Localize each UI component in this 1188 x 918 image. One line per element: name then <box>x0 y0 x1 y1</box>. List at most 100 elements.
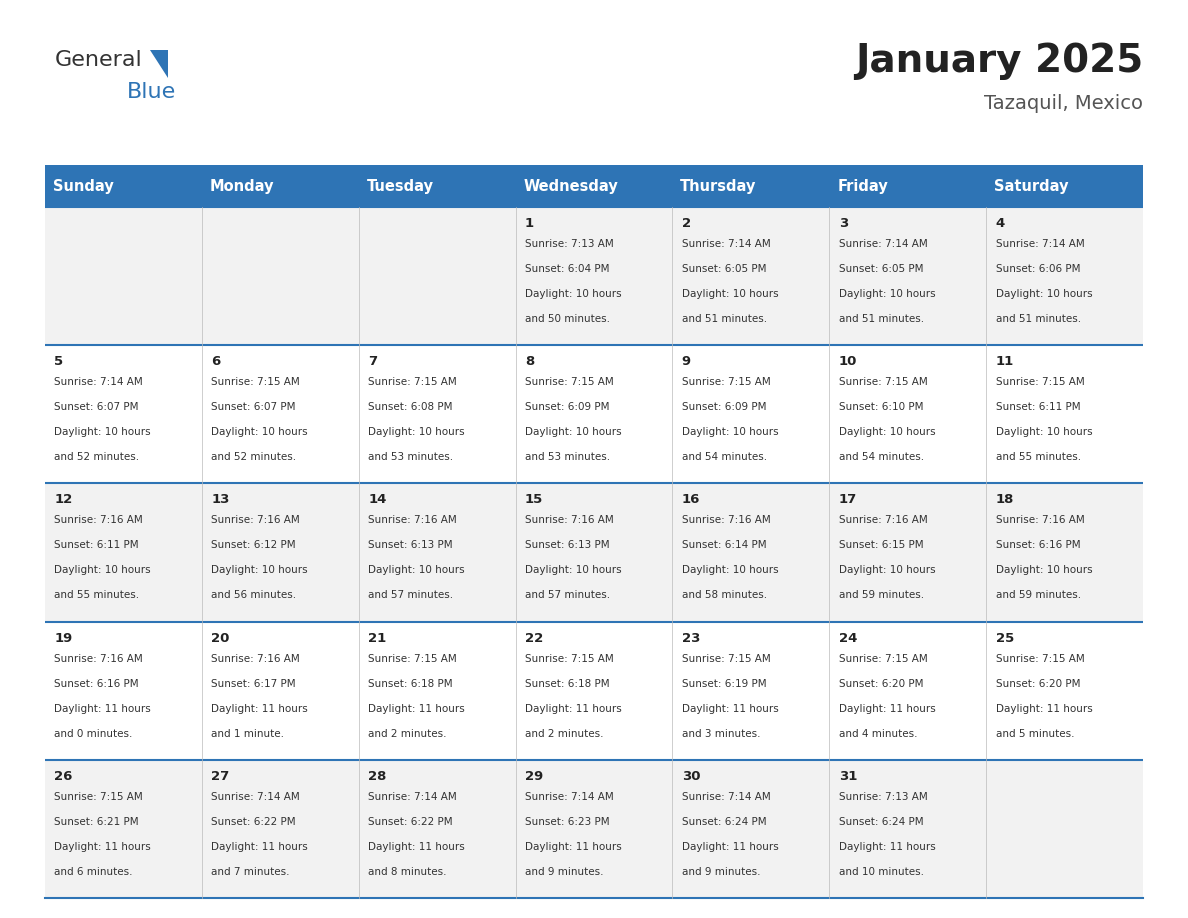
Text: Sunset: 6:13 PM: Sunset: 6:13 PM <box>368 541 453 551</box>
Text: Sunrise: 7:15 AM: Sunrise: 7:15 AM <box>996 654 1085 664</box>
Text: 4: 4 <box>996 217 1005 230</box>
Text: Daylight: 10 hours: Daylight: 10 hours <box>368 427 465 437</box>
Text: and 5 minutes.: and 5 minutes. <box>996 729 1074 739</box>
FancyBboxPatch shape <box>516 484 672 621</box>
Text: Sunrise: 7:15 AM: Sunrise: 7:15 AM <box>368 654 457 664</box>
Text: and 4 minutes.: and 4 minutes. <box>839 729 917 739</box>
Text: Sunset: 6:04 PM: Sunset: 6:04 PM <box>525 264 609 274</box>
FancyBboxPatch shape <box>359 207 516 345</box>
Text: Daylight: 10 hours: Daylight: 10 hours <box>368 565 465 576</box>
Text: Daylight: 11 hours: Daylight: 11 hours <box>368 842 465 852</box>
Text: and 6 minutes.: and 6 minutes. <box>55 867 133 877</box>
Text: 15: 15 <box>525 493 543 507</box>
Text: and 8 minutes.: and 8 minutes. <box>368 867 447 877</box>
Text: 10: 10 <box>839 355 857 368</box>
Text: Sunrise: 7:14 AM: Sunrise: 7:14 AM <box>525 792 614 801</box>
Text: Sunrise: 7:16 AM: Sunrise: 7:16 AM <box>368 515 457 525</box>
Text: Sunset: 6:09 PM: Sunset: 6:09 PM <box>682 402 766 412</box>
FancyBboxPatch shape <box>986 760 1143 898</box>
Text: Sunset: 6:21 PM: Sunset: 6:21 PM <box>55 817 139 827</box>
FancyBboxPatch shape <box>829 207 986 345</box>
Text: Daylight: 11 hours: Daylight: 11 hours <box>682 703 778 713</box>
Text: Sunrise: 7:13 AM: Sunrise: 7:13 AM <box>839 792 928 801</box>
Text: Sunset: 6:24 PM: Sunset: 6:24 PM <box>839 817 923 827</box>
FancyBboxPatch shape <box>202 760 359 898</box>
Text: Sunrise: 7:15 AM: Sunrise: 7:15 AM <box>682 654 771 664</box>
Text: Sunset: 6:07 PM: Sunset: 6:07 PM <box>211 402 296 412</box>
Text: 27: 27 <box>211 770 229 783</box>
Text: Sunrise: 7:16 AM: Sunrise: 7:16 AM <box>211 654 301 664</box>
Text: 20: 20 <box>211 632 229 644</box>
FancyBboxPatch shape <box>516 345 672 484</box>
FancyBboxPatch shape <box>672 621 829 760</box>
Text: and 50 minutes.: and 50 minutes. <box>525 314 609 324</box>
Text: 13: 13 <box>211 493 229 507</box>
FancyBboxPatch shape <box>45 484 202 621</box>
FancyBboxPatch shape <box>516 207 672 345</box>
Text: Sunset: 6:22 PM: Sunset: 6:22 PM <box>211 817 296 827</box>
FancyBboxPatch shape <box>359 345 516 484</box>
Text: 6: 6 <box>211 355 221 368</box>
Text: Sunset: 6:22 PM: Sunset: 6:22 PM <box>368 817 453 827</box>
FancyBboxPatch shape <box>45 345 202 484</box>
Text: Sunset: 6:17 PM: Sunset: 6:17 PM <box>211 678 296 688</box>
Text: 18: 18 <box>996 493 1013 507</box>
Text: Daylight: 10 hours: Daylight: 10 hours <box>55 565 151 576</box>
Text: 11: 11 <box>996 355 1013 368</box>
FancyBboxPatch shape <box>45 207 202 345</box>
Text: 16: 16 <box>682 493 700 507</box>
Text: Sunrise: 7:16 AM: Sunrise: 7:16 AM <box>682 515 771 525</box>
FancyBboxPatch shape <box>516 760 672 898</box>
Text: January 2025: January 2025 <box>854 42 1143 80</box>
Text: and 53 minutes.: and 53 minutes. <box>368 453 454 462</box>
Text: Daylight: 10 hours: Daylight: 10 hours <box>839 427 935 437</box>
Text: and 51 minutes.: and 51 minutes. <box>682 314 767 324</box>
Text: and 51 minutes.: and 51 minutes. <box>839 314 924 324</box>
Text: 1: 1 <box>525 217 535 230</box>
Text: Sunset: 6:16 PM: Sunset: 6:16 PM <box>996 541 1080 551</box>
FancyBboxPatch shape <box>359 760 516 898</box>
Text: and 54 minutes.: and 54 minutes. <box>839 453 924 462</box>
Text: and 52 minutes.: and 52 minutes. <box>55 453 139 462</box>
Text: Sunset: 6:14 PM: Sunset: 6:14 PM <box>682 541 766 551</box>
Text: Daylight: 10 hours: Daylight: 10 hours <box>996 427 1092 437</box>
Text: 3: 3 <box>839 217 848 230</box>
Text: Sunset: 6:05 PM: Sunset: 6:05 PM <box>682 264 766 274</box>
Text: and 9 minutes.: and 9 minutes. <box>525 867 604 877</box>
FancyBboxPatch shape <box>672 345 829 484</box>
Text: and 51 minutes.: and 51 minutes. <box>996 314 1081 324</box>
Text: 14: 14 <box>368 493 386 507</box>
Text: 5: 5 <box>55 355 63 368</box>
Text: 2: 2 <box>682 217 691 230</box>
Text: Sunset: 6:18 PM: Sunset: 6:18 PM <box>525 678 609 688</box>
Text: Sunrise: 7:15 AM: Sunrise: 7:15 AM <box>996 377 1085 387</box>
Text: Daylight: 10 hours: Daylight: 10 hours <box>682 289 778 299</box>
Text: Sunrise: 7:15 AM: Sunrise: 7:15 AM <box>211 377 301 387</box>
FancyBboxPatch shape <box>672 760 829 898</box>
Text: Sunrise: 7:16 AM: Sunrise: 7:16 AM <box>211 515 301 525</box>
Text: 30: 30 <box>682 770 701 783</box>
Text: Saturday: Saturday <box>994 178 1068 194</box>
Text: and 0 minutes.: and 0 minutes. <box>55 729 133 739</box>
Text: and 52 minutes.: and 52 minutes. <box>211 453 296 462</box>
Text: Daylight: 11 hours: Daylight: 11 hours <box>525 842 621 852</box>
Text: 7: 7 <box>368 355 378 368</box>
Text: Sunset: 6:20 PM: Sunset: 6:20 PM <box>996 678 1080 688</box>
Text: Daylight: 10 hours: Daylight: 10 hours <box>525 289 621 299</box>
Text: 9: 9 <box>682 355 691 368</box>
FancyBboxPatch shape <box>672 207 829 345</box>
Text: Daylight: 10 hours: Daylight: 10 hours <box>211 565 308 576</box>
Text: Sunset: 6:16 PM: Sunset: 6:16 PM <box>55 678 139 688</box>
Text: Sunset: 6:06 PM: Sunset: 6:06 PM <box>996 264 1080 274</box>
FancyBboxPatch shape <box>202 484 359 621</box>
Text: Sunset: 6:24 PM: Sunset: 6:24 PM <box>682 817 766 827</box>
FancyBboxPatch shape <box>672 484 829 621</box>
Text: Sunset: 6:10 PM: Sunset: 6:10 PM <box>839 402 923 412</box>
Text: Daylight: 11 hours: Daylight: 11 hours <box>839 703 935 713</box>
Text: and 10 minutes.: and 10 minutes. <box>839 867 924 877</box>
FancyBboxPatch shape <box>672 165 829 207</box>
Text: Daylight: 10 hours: Daylight: 10 hours <box>839 289 935 299</box>
Text: and 53 minutes.: and 53 minutes. <box>525 453 611 462</box>
Text: Sunrise: 7:15 AM: Sunrise: 7:15 AM <box>525 654 614 664</box>
FancyBboxPatch shape <box>202 207 359 345</box>
